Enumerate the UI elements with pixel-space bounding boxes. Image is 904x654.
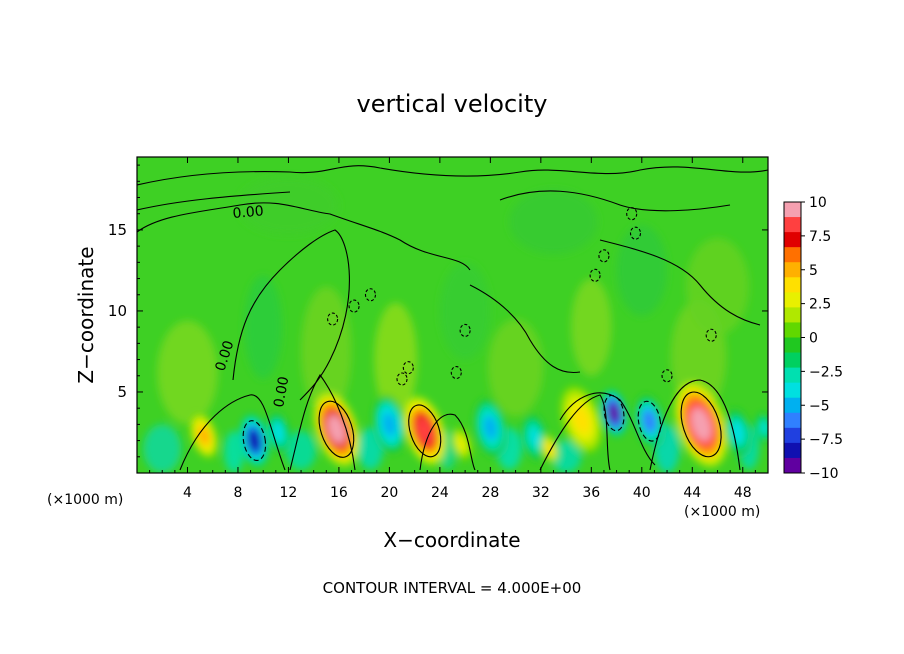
field-patch <box>488 319 544 416</box>
x-tick-label: 16 <box>330 485 348 501</box>
x-tick-label: 28 <box>481 485 499 501</box>
colorbar-tick-label: 2.5 <box>809 297 831 313</box>
y-axis-label: Z−coordinate <box>74 246 98 383</box>
x-tick-label: 48 <box>734 485 752 501</box>
colorbar-tick-label: 0 <box>809 331 818 347</box>
colorbar-swatch <box>784 458 801 474</box>
field-patch <box>509 189 597 254</box>
contour-interval: CONTOUR INTERVAL = 4.000E+00 <box>323 579 582 597</box>
colorbar-swatch <box>784 247 801 263</box>
x-tick-label: 36 <box>582 485 600 501</box>
colorbar-swatch <box>784 368 801 384</box>
colorbar-swatch <box>784 202 801 218</box>
field-patch <box>244 275 282 379</box>
colorbar-tick-label: −7.5 <box>809 432 843 448</box>
colorbar-swatch <box>784 443 801 459</box>
colorbar-tick-label: 5 <box>809 263 818 279</box>
field-patch <box>571 279 611 376</box>
colorbar-swatch <box>784 383 801 399</box>
colorbar: 10 7.5 5 2.5 0 −2.5 −5 −7.5 −10 <box>784 195 843 482</box>
colorbar-tick-label: −2.5 <box>809 364 843 380</box>
contour-label: 0.00 <box>232 203 264 222</box>
x-tick-label: 20 <box>380 485 398 501</box>
x-tick-label: 40 <box>633 485 651 501</box>
colorbar-tick-label: −5 <box>809 398 830 414</box>
colorbar-tick-label: −10 <box>809 466 839 482</box>
x-tick-label: 4 <box>183 485 192 501</box>
field-patch <box>286 431 316 470</box>
x-tick-label: 12 <box>280 485 298 501</box>
x-unit-right: (×1000 m) <box>684 504 760 520</box>
colorbar-swatch <box>784 428 801 444</box>
y-tick-label: 15 <box>108 221 127 239</box>
x-tick-label: 8 <box>233 485 242 501</box>
colorbar-swatch <box>784 338 801 354</box>
field-patch <box>617 225 667 316</box>
field-patch <box>143 424 181 473</box>
colorbar-swatch <box>784 217 801 233</box>
colorbar-tick-label: 10 <box>809 195 827 211</box>
colorbar-swatch <box>784 232 801 248</box>
colorbar-swatch <box>784 398 801 414</box>
x-unit-left: (×1000 m) <box>47 492 123 508</box>
x-tick-label: 32 <box>532 485 550 501</box>
x-tick-label: 44 <box>683 485 701 501</box>
chart-title: vertical velocity <box>357 90 548 118</box>
colorbar-swatch <box>784 292 801 308</box>
colorbar-swatch <box>784 322 801 338</box>
y-tick-label: 10 <box>108 302 127 320</box>
colorbar-swatch <box>784 277 801 293</box>
colorbar-swatch <box>784 413 801 429</box>
x-tick-label: 24 <box>431 485 449 501</box>
colorbar-tick-label: 7.5 <box>809 229 831 245</box>
field-patch <box>440 262 490 359</box>
y-tick-label: 5 <box>117 383 127 401</box>
field-patch <box>686 238 749 335</box>
colorbar-swatch <box>784 262 801 278</box>
colorbar-swatch <box>784 353 801 369</box>
plot-area <box>137 157 775 474</box>
field-patch <box>157 321 218 425</box>
x-axis-label: X−coordinate <box>383 528 520 552</box>
colorbar-swatch <box>784 307 801 323</box>
